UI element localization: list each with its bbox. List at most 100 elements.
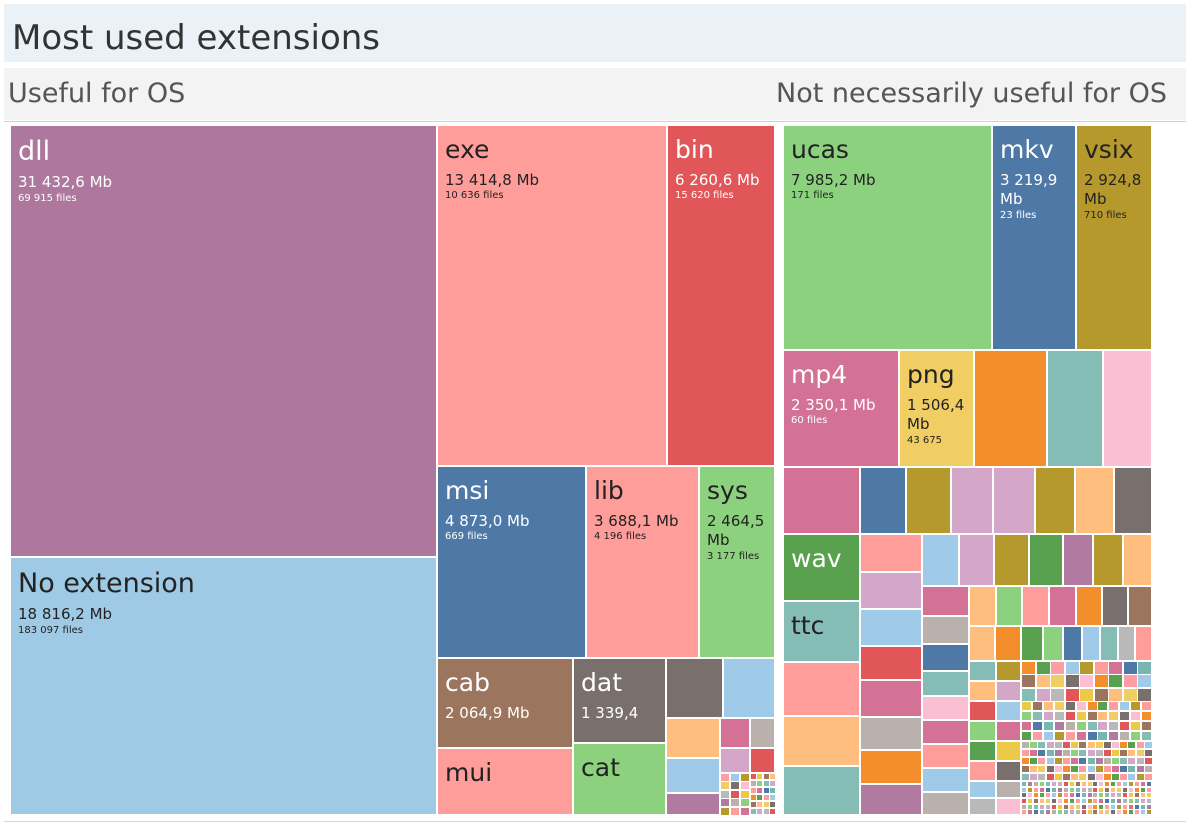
treemap-cell-minor[interactable] bbox=[1027, 792, 1033, 798]
treemap-cell-minor[interactable] bbox=[730, 798, 740, 807]
treemap-cell-minor[interactable] bbox=[922, 768, 969, 792]
treemap-cell-minor[interactable] bbox=[1021, 711, 1032, 721]
treemap-cell-minor[interactable] bbox=[1054, 701, 1065, 711]
treemap-cell-minor[interactable] bbox=[860, 680, 922, 717]
treemap-cell-minor[interactable] bbox=[1043, 711, 1054, 721]
treemap-cell-minor[interactable] bbox=[1057, 792, 1063, 798]
treemap-cell-minor[interactable] bbox=[1021, 792, 1027, 798]
treemap-cell-minor[interactable] bbox=[1119, 701, 1130, 711]
treemap-cell-minor[interactable] bbox=[1108, 674, 1123, 688]
treemap-cell-minor[interactable] bbox=[969, 741, 996, 761]
treemap-cell-minor[interactable] bbox=[922, 671, 969, 696]
treemap-cell-minor[interactable] bbox=[1021, 721, 1032, 731]
treemap-cell-minor[interactable] bbox=[969, 701, 996, 721]
treemap-cell-minor[interactable] bbox=[1036, 688, 1051, 702]
treemap-cell-minor[interactable] bbox=[1076, 731, 1087, 741]
treemap-cell-minor[interactable] bbox=[723, 658, 775, 718]
treemap-cell-minor[interactable] bbox=[783, 766, 860, 815]
treemap-cell-minor[interactable] bbox=[1027, 798, 1033, 804]
treemap-cell-minor[interactable] bbox=[1098, 781, 1104, 787]
treemap-cell-minor[interactable] bbox=[1032, 701, 1043, 711]
treemap-cell-minor[interactable] bbox=[720, 718, 750, 748]
treemap-cell-minor[interactable] bbox=[1039, 781, 1045, 787]
treemap-cell-minor[interactable] bbox=[1069, 798, 1075, 804]
treemap-cell-minor[interactable] bbox=[1110, 798, 1116, 804]
treemap-cell-minor[interactable] bbox=[860, 646, 922, 680]
treemap-cell-minor[interactable] bbox=[969, 626, 995, 661]
treemap-cell-minor[interactable] bbox=[1021, 731, 1032, 741]
treemap-cell-minor[interactable] bbox=[1108, 711, 1119, 721]
treemap-cell-minor[interactable] bbox=[1033, 798, 1039, 804]
treemap-cell-minor[interactable] bbox=[1078, 773, 1087, 781]
treemap-cell-minor[interactable] bbox=[1021, 674, 1036, 688]
treemap-cell-minor[interactable] bbox=[1146, 781, 1152, 787]
treemap-cell-minor[interactable] bbox=[1097, 701, 1108, 711]
treemap-cell-vsix[interactable]: vsix 2 924,8 Mb 710 files bbox=[1076, 125, 1152, 350]
treemap-cell-minor[interactable] bbox=[1144, 741, 1153, 749]
treemap-cell-minor[interactable] bbox=[1079, 688, 1094, 702]
treemap-cell-minor[interactable] bbox=[666, 718, 720, 758]
treemap-cell-minor[interactable] bbox=[1039, 792, 1045, 798]
treemap-cell-minor[interactable] bbox=[969, 781, 996, 798]
treemap-cell-minor[interactable] bbox=[756, 773, 763, 780]
treemap-cell-minor[interactable] bbox=[1134, 792, 1140, 798]
treemap-cell-minor[interactable] bbox=[750, 748, 775, 773]
treemap-cell-minor[interactable] bbox=[1092, 792, 1098, 798]
treemap-cell-minor[interactable] bbox=[1051, 798, 1057, 804]
treemap-cell-minor[interactable] bbox=[1123, 661, 1138, 675]
treemap-cell-minor[interactable] bbox=[1036, 674, 1051, 688]
treemap-cell-minor[interactable] bbox=[1134, 809, 1140, 815]
treemap-cell-minor[interactable] bbox=[1092, 809, 1098, 815]
treemap-cell-minor[interactable] bbox=[1037, 757, 1046, 765]
treemap-cell-minor[interactable] bbox=[1146, 798, 1152, 804]
treemap-cell-minor[interactable] bbox=[1075, 792, 1081, 798]
treemap-cell-minor[interactable] bbox=[1078, 741, 1087, 749]
treemap-cell-minor[interactable] bbox=[1078, 749, 1087, 757]
treemap-cell-minor[interactable] bbox=[1116, 781, 1122, 787]
treemap-cell-minor[interactable] bbox=[1098, 792, 1104, 798]
treemap-cell-minor[interactable] bbox=[1065, 661, 1080, 675]
treemap-cell-minor[interactable] bbox=[860, 534, 922, 572]
treemap-cell-exe[interactable]: exe 13 414,8 Mb 10 636 files bbox=[437, 125, 667, 466]
treemap-cell-minor[interactable] bbox=[922, 534, 959, 586]
treemap-cell-minor[interactable] bbox=[756, 794, 763, 801]
treemap-cell-minor[interactable] bbox=[1050, 674, 1065, 688]
treemap-cell-minor[interactable] bbox=[1037, 741, 1046, 749]
treemap-cell-minor[interactable] bbox=[1122, 781, 1128, 787]
treemap-cell-minor[interactable] bbox=[996, 798, 1021, 815]
treemap-cell-minor[interactable] bbox=[1081, 809, 1087, 815]
treemap-cell-minor[interactable] bbox=[1128, 586, 1152, 626]
treemap-cell-cab[interactable]: cab 2 064,9 Mb bbox=[437, 658, 573, 748]
treemap-cell-minor[interactable] bbox=[1049, 586, 1076, 626]
treemap-cell-minor[interactable] bbox=[1127, 741, 1136, 749]
treemap-cell-minor[interactable] bbox=[1045, 781, 1051, 787]
treemap-cell-minor[interactable] bbox=[1039, 809, 1045, 815]
treemap-cell-minor[interactable] bbox=[1076, 711, 1087, 721]
treemap-cell-minor[interactable] bbox=[1108, 721, 1119, 731]
treemap-cell-minor[interactable] bbox=[740, 807, 750, 816]
treemap-cell-minor[interactable] bbox=[860, 750, 922, 784]
treemap-cell-minor[interactable] bbox=[666, 793, 720, 815]
treemap-cell-minor[interactable] bbox=[1100, 626, 1118, 661]
treemap-cell-minor[interactable] bbox=[996, 586, 1022, 626]
treemap-cell-mkv[interactable]: mkv 3 219,9 Mb 23 files bbox=[992, 125, 1076, 350]
treemap-cell-minor[interactable] bbox=[1032, 721, 1043, 731]
treemap-cell-minor[interactable] bbox=[1079, 661, 1094, 675]
treemap-cell-minor[interactable] bbox=[1054, 711, 1065, 721]
treemap-cell-minor[interactable] bbox=[1021, 688, 1036, 702]
treemap-cell-minor[interactable] bbox=[730, 781, 740, 790]
treemap-cell-minor[interactable] bbox=[1114, 467, 1152, 534]
treemap-cell-minor[interactable] bbox=[1075, 809, 1081, 815]
treemap-cell-minor[interactable] bbox=[993, 467, 1035, 534]
treemap-cell-minor[interactable] bbox=[730, 807, 740, 816]
treemap-cell-minor[interactable] bbox=[1021, 809, 1027, 815]
treemap-cell-minor[interactable] bbox=[1037, 749, 1046, 757]
treemap-cell-minor[interactable] bbox=[1081, 781, 1087, 787]
treemap-cell-minor[interactable] bbox=[1021, 701, 1032, 711]
treemap-cell-minor[interactable] bbox=[922, 616, 969, 644]
treemap-cell-minor[interactable] bbox=[994, 534, 1029, 586]
treemap-cell-minor[interactable] bbox=[1057, 798, 1063, 804]
treemap-cell-minor[interactable] bbox=[1037, 773, 1046, 781]
treemap-cell-minor[interactable] bbox=[1094, 674, 1109, 688]
treemap-cell-minor[interactable] bbox=[740, 781, 750, 790]
